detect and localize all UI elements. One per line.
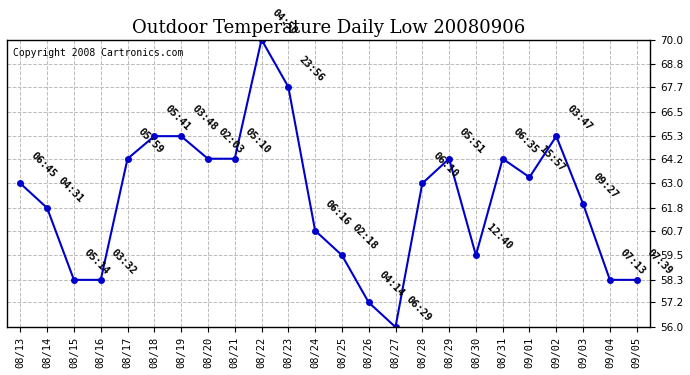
Text: 15:57: 15:57 [538, 144, 567, 174]
Text: 23:56: 23:56 [297, 54, 326, 83]
Text: 06:35: 06:35 [511, 126, 540, 155]
Text: 06:29: 06:29 [404, 294, 433, 324]
Text: 06:45: 06:45 [29, 151, 58, 180]
Text: 03:47: 03:47 [564, 104, 594, 133]
Text: 05:59: 05:59 [136, 126, 165, 155]
Text: Copyright 2008 Cartronics.com: Copyright 2008 Cartronics.com [13, 48, 184, 58]
Text: 02:18: 02:18 [351, 222, 380, 252]
Text: 04:50: 04:50 [270, 7, 299, 36]
Title: Outdoor Temperature Daily Low 20080906: Outdoor Temperature Daily Low 20080906 [132, 19, 525, 37]
Text: 09:27: 09:27 [591, 171, 620, 200]
Text: 02:03: 02:03 [216, 126, 246, 155]
Text: 04:14: 04:14 [377, 270, 406, 299]
Text: 05:41: 05:41 [163, 104, 192, 133]
Text: 03:48: 03:48 [190, 104, 219, 133]
Text: 05:10: 05:10 [243, 126, 273, 155]
Text: 12:40: 12:40 [484, 222, 513, 252]
Text: 07:13: 07:13 [618, 247, 647, 276]
Text: 04:31: 04:31 [55, 175, 85, 204]
Text: 06:16: 06:16 [324, 198, 353, 227]
Text: 03:32: 03:32 [109, 247, 138, 276]
Text: 05:14: 05:14 [82, 247, 112, 276]
Text: 06:10: 06:10 [431, 151, 460, 180]
Text: 07:39: 07:39 [645, 247, 674, 276]
Text: 05:51: 05:51 [457, 126, 486, 155]
